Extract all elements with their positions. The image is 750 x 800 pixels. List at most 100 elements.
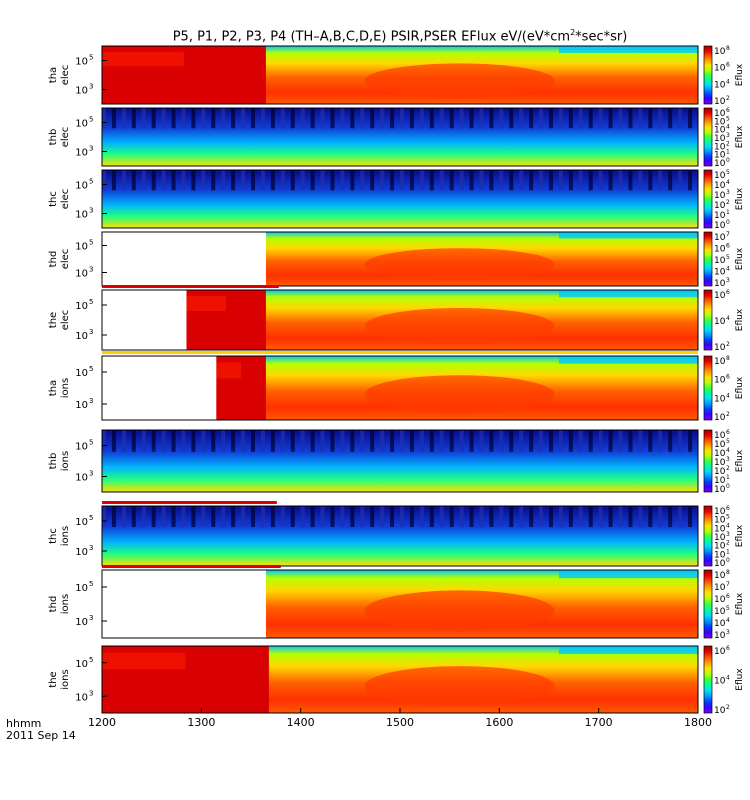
noise-stripe (350, 108, 355, 129)
noise-stripe (409, 108, 414, 129)
noise-stripe (300, 430, 305, 452)
colorbar-tick-label: 10 (714, 201, 726, 211)
colorbar-tick-label: 10 (714, 394, 726, 404)
colorbar (703, 505, 713, 567)
noise-stripe (608, 430, 613, 452)
y-tick-exponent: 3 (89, 397, 93, 405)
colorbar-tick-label: 10 (714, 245, 726, 255)
noise-stripe (241, 170, 246, 191)
noise-stripe (141, 170, 146, 191)
noise-stripe (320, 506, 325, 527)
upper-energy-band (558, 356, 698, 364)
no-data-region (102, 290, 187, 350)
title-rest: *sec*sr) (575, 29, 628, 45)
noise-stripe (558, 108, 563, 129)
colorbar-tick-exponent: 6 (726, 505, 730, 512)
noise-stripe (131, 430, 136, 452)
colorbar-tick-exponent: 8 (726, 569, 730, 576)
noise-stripe (111, 170, 116, 191)
colorbar-tick-label: 10 (714, 413, 726, 423)
colorbar-unit-label: Eflux (735, 308, 745, 331)
noise-stripe (549, 430, 553, 452)
noise-stripe (549, 170, 553, 191)
noise-stripe (211, 430, 216, 452)
noise-stripe (181, 170, 186, 191)
noise-stripe (529, 506, 534, 527)
y-tick-label: 10 (75, 86, 88, 97)
noise-stripe (578, 170, 583, 191)
colorbar (703, 429, 713, 493)
noise-stripe (409, 430, 414, 452)
noise-stripe (300, 506, 305, 527)
noise-stripe (201, 430, 206, 452)
noise-stripe (638, 430, 643, 452)
colorbar-tick-exponent: 4 (726, 315, 730, 322)
noise-stripe (638, 170, 643, 191)
noise-stripe (231, 506, 236, 527)
y-tick-label: 10 (75, 442, 88, 453)
x-tick-label: 1200 (88, 716, 116, 729)
noise-stripe (151, 170, 156, 191)
colorbar-tick-label: 10 (714, 607, 726, 617)
noise-stripe (171, 108, 176, 129)
noise-stripe (549, 506, 553, 527)
colorbar-tick-exponent: 6 (726, 243, 730, 250)
panel-frame (101, 289, 699, 351)
noise-stripe (519, 108, 524, 129)
noise-stripe (380, 108, 385, 129)
noise-stripe (539, 108, 544, 129)
panel-frame (101, 169, 699, 229)
time-axis-label: hhmm (6, 717, 42, 730)
noise-stripe (539, 430, 544, 452)
peak-flux-blob (364, 308, 555, 344)
colorbar-tick-exponent: 2 (726, 411, 730, 418)
colorbar-tick-label: 10 (714, 151, 726, 161)
noise-stripe (191, 170, 196, 191)
colorbar-unit-label: Eflux (735, 376, 745, 399)
high-flux-patch (102, 51, 184, 67)
noise-stripe (479, 506, 484, 527)
noise-stripe (469, 430, 474, 452)
colorbar-tick-label: 10 (714, 440, 726, 450)
peak-flux-blob (364, 248, 555, 281)
upper-energy-band (558, 570, 698, 579)
colorbar-tick-exponent: 2 (726, 341, 730, 348)
no-data-region (102, 232, 266, 286)
colorbar-tick-label: 10 (714, 559, 726, 569)
colorbar-tick-label: 10 (714, 221, 726, 231)
noise-stripe (648, 170, 653, 191)
noise-stripe (618, 506, 623, 527)
colorbar-tick-label: 10 (714, 171, 726, 181)
colorbar-tick-label: 10 (714, 126, 726, 136)
colorbar-tick-label: 10 (714, 631, 726, 641)
noise-stripe (568, 430, 573, 452)
panel-label-probe: thb (48, 129, 59, 146)
noise-stripe (241, 108, 246, 129)
noise-stripe (400, 506, 404, 527)
colorbar-unit-label: Eflux (735, 592, 745, 615)
peak-flux-blob (364, 666, 555, 707)
noise-stripe (638, 506, 643, 527)
x-tick-label: 1400 (287, 716, 315, 729)
noise-stripe (409, 506, 414, 527)
y-tick-exponent: 5 (89, 178, 93, 186)
noise-stripe (370, 108, 375, 129)
noise-stripe (121, 108, 126, 129)
colorbar (703, 107, 713, 167)
upper-energy-band (558, 290, 698, 298)
colorbar-tick-exponent: 8 (726, 45, 730, 52)
noise-stripe (121, 170, 126, 191)
noise-stripe (499, 170, 504, 191)
noise-stripe (350, 170, 355, 191)
noise-stripe (171, 430, 176, 452)
y-tick-label: 10 (75, 242, 88, 253)
panel-label-species: elec (60, 310, 71, 331)
colorbar-tick-label: 10 (714, 97, 726, 107)
noise-stripe (688, 430, 693, 452)
colorbar-tick-exponent: 3 (726, 629, 730, 636)
colorbar-tick-exponent: 4 (726, 392, 730, 399)
noise-stripe (509, 170, 514, 191)
noise-stripe (469, 108, 474, 129)
noise-stripe (419, 108, 424, 129)
